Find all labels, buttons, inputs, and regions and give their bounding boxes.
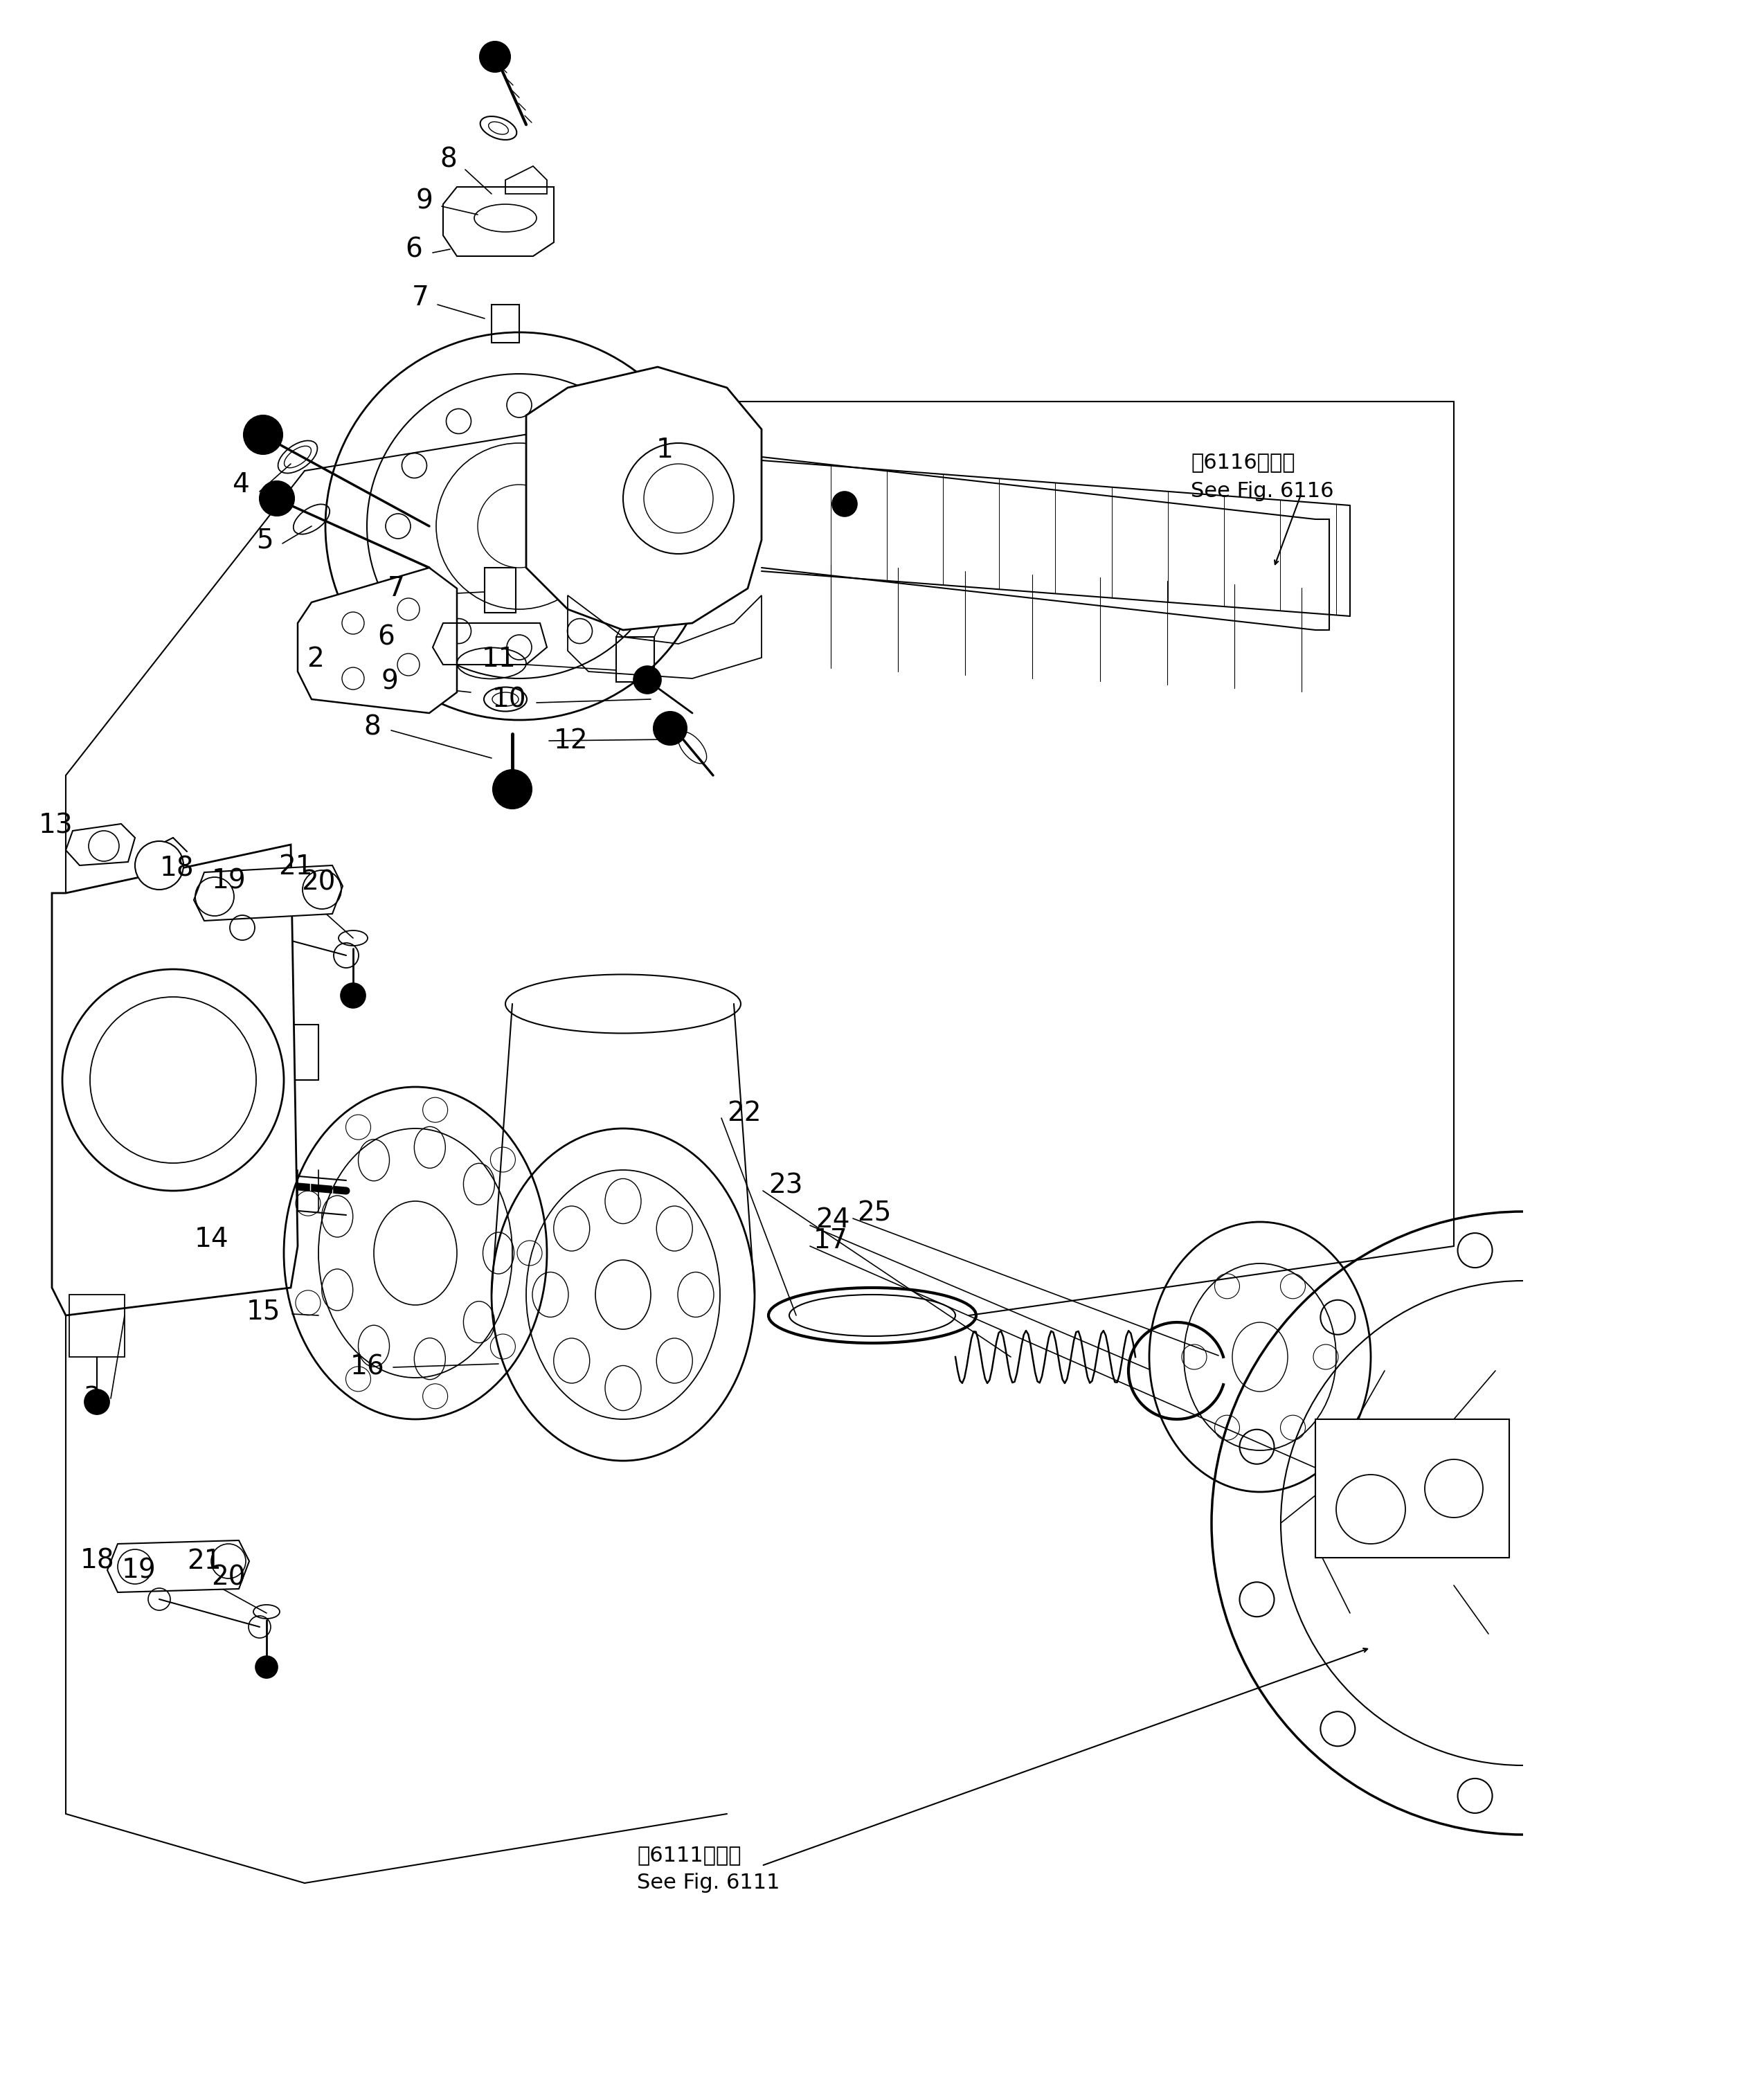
Text: 24: 24 xyxy=(815,1206,850,1233)
Polygon shape xyxy=(298,568,457,713)
Text: 8: 8 xyxy=(363,713,381,740)
Text: 10: 10 xyxy=(492,686,526,713)
Polygon shape xyxy=(526,367,762,629)
Circle shape xyxy=(653,711,686,744)
Text: 2: 2 xyxy=(307,646,325,673)
Text: 17: 17 xyxy=(813,1227,848,1254)
Circle shape xyxy=(243,415,282,455)
Text: 5: 5 xyxy=(256,526,273,554)
Circle shape xyxy=(480,42,510,71)
Polygon shape xyxy=(194,866,342,921)
Text: 21: 21 xyxy=(187,1548,220,1575)
Text: 20: 20 xyxy=(302,870,335,895)
Text: 22: 22 xyxy=(727,1101,762,1126)
Text: 19: 19 xyxy=(122,1556,155,1583)
Text: 15: 15 xyxy=(247,1298,280,1325)
Text: 18: 18 xyxy=(159,856,194,883)
Text: See Fig. 6116: See Fig. 6116 xyxy=(1191,482,1334,501)
Text: 23: 23 xyxy=(769,1172,803,1197)
Bar xyxy=(492,304,519,342)
Text: 3: 3 xyxy=(83,1386,101,1411)
Text: 第6111図参照: 第6111図参照 xyxy=(637,1845,741,1866)
Circle shape xyxy=(85,1390,109,1413)
Text: 19: 19 xyxy=(212,868,245,893)
Text: 18: 18 xyxy=(79,1548,115,1575)
Text: 25: 25 xyxy=(857,1199,891,1227)
Circle shape xyxy=(833,491,857,516)
Polygon shape xyxy=(108,1541,249,1592)
Circle shape xyxy=(259,480,295,516)
Text: 20: 20 xyxy=(212,1564,245,1590)
Text: 7: 7 xyxy=(413,285,429,310)
Bar xyxy=(1316,1420,1510,1558)
Text: 6: 6 xyxy=(377,623,395,650)
Text: 13: 13 xyxy=(39,812,72,839)
Text: 11: 11 xyxy=(482,646,515,673)
Text: 21: 21 xyxy=(279,853,312,881)
Text: 9: 9 xyxy=(381,669,399,694)
Text: 4: 4 xyxy=(233,472,249,497)
Circle shape xyxy=(256,1657,277,1678)
Text: 7: 7 xyxy=(388,575,406,602)
Circle shape xyxy=(340,983,365,1009)
Text: 8: 8 xyxy=(439,147,457,172)
Circle shape xyxy=(492,770,531,809)
Text: 9: 9 xyxy=(416,187,432,214)
Polygon shape xyxy=(51,845,298,1315)
Text: 6: 6 xyxy=(406,237,422,262)
Circle shape xyxy=(136,841,183,889)
Text: 1: 1 xyxy=(656,436,674,463)
Bar xyxy=(485,568,515,612)
Text: 第6116図参照: 第6116図参照 xyxy=(1191,453,1295,472)
Circle shape xyxy=(633,667,662,694)
Bar xyxy=(616,637,654,682)
Text: 16: 16 xyxy=(349,1355,385,1380)
Text: 12: 12 xyxy=(554,728,587,755)
Text: 14: 14 xyxy=(194,1227,229,1252)
Polygon shape xyxy=(65,824,136,866)
Text: See Fig. 6111: See Fig. 6111 xyxy=(637,1873,780,1894)
